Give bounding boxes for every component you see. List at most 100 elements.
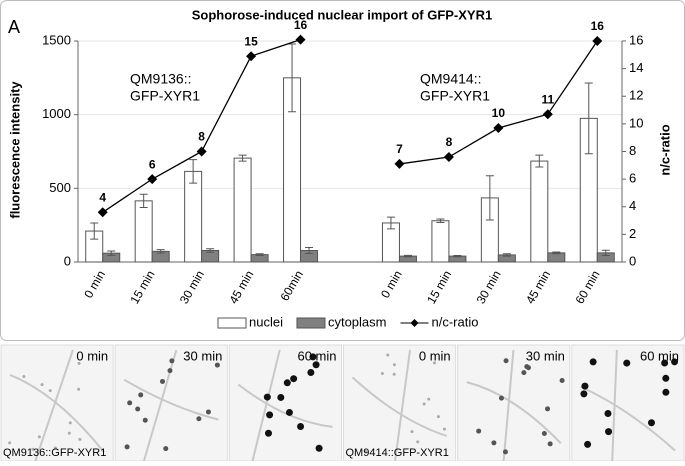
nucleus — [297, 423, 305, 431]
y-tick-label: 500 — [49, 180, 71, 195]
x-tick-label: 15 min — [424, 268, 454, 306]
nucleus — [442, 427, 446, 431]
nucleus — [380, 372, 384, 376]
y2-tick-label: 4 — [629, 198, 636, 213]
strain-label: QM9414::GFP-XYR1 — [346, 447, 449, 459]
y-tick-label: 1500 — [42, 32, 71, 47]
error-bar — [386, 216, 395, 230]
nucleus — [283, 379, 291, 387]
nucleus — [647, 419, 655, 427]
error-bar — [139, 193, 148, 208]
nucleus — [138, 392, 144, 398]
nucleus — [77, 387, 81, 391]
nucleus — [545, 406, 551, 412]
data-label: 15 — [244, 34, 258, 48]
nucleus — [67, 431, 71, 435]
error-bar — [90, 222, 99, 240]
error-bar — [453, 255, 462, 258]
nucleus — [48, 389, 52, 393]
x-tick-label: 60 min — [572, 268, 602, 306]
nucleus — [502, 449, 508, 455]
legend-swatch — [217, 317, 247, 329]
nucleus — [547, 441, 553, 447]
error-bar — [403, 254, 412, 258]
data-label: 7 — [396, 142, 403, 156]
nucleus — [142, 417, 148, 423]
nucleus — [124, 444, 130, 450]
nucleus — [167, 368, 173, 374]
legend-label: nuclei — [249, 314, 283, 329]
x-tick-label: 60min — [277, 268, 305, 303]
nucleus — [315, 444, 323, 452]
legend-swatch — [296, 317, 326, 329]
annotation: QM9136:: — [130, 71, 191, 87]
strain-label: QM9136::GFP-XYR1 — [3, 447, 106, 459]
nucleus — [416, 440, 420, 444]
y-tick-label: 1000 — [42, 106, 71, 121]
x-tick-label: 45 min — [523, 268, 553, 306]
nucleus — [264, 429, 272, 437]
error-bar — [305, 247, 314, 254]
nucleus — [661, 359, 669, 367]
nucleus — [491, 440, 497, 446]
x-tick-label: 45 min — [226, 268, 256, 306]
micrograph — [343, 344, 457, 462]
nucleus — [521, 370, 527, 376]
nucleus — [135, 406, 141, 412]
nucleus — [581, 382, 589, 390]
chart-title: Sophorose-induced nuclear import of GFP-… — [192, 7, 492, 22]
hypha — [580, 349, 676, 462]
error-bar — [552, 251, 561, 255]
nucleus — [68, 421, 72, 425]
nucleus — [127, 400, 133, 406]
bar — [431, 220, 450, 263]
nucleus — [662, 374, 670, 382]
error-bar — [584, 82, 593, 155]
nucleus — [580, 390, 588, 398]
nucleus — [22, 374, 26, 378]
y2-tick-label: 8 — [629, 143, 636, 158]
nucleus — [77, 361, 81, 365]
nucleus — [163, 446, 169, 452]
image-label: 60 min — [297, 348, 336, 363]
nucleus — [78, 437, 82, 441]
y2-tick-label: 16 — [629, 32, 643, 47]
nucleus — [205, 409, 211, 415]
ratio-marker — [196, 146, 207, 157]
data-label: 10 — [492, 106, 506, 120]
hypha — [466, 349, 562, 462]
y2-tick-label: 10 — [629, 115, 643, 130]
nucleus — [8, 441, 12, 445]
nucleus — [312, 361, 320, 369]
nucleus — [40, 383, 44, 387]
ratio-marker — [97, 207, 108, 218]
nucleus — [604, 410, 612, 418]
bar — [530, 160, 549, 263]
y2-tick-label: 0 — [629, 253, 636, 268]
nucleus — [392, 363, 396, 367]
hypha — [9, 349, 105, 462]
nucleus — [307, 368, 315, 376]
data-label: 8 — [446, 135, 453, 149]
nucleus — [364, 449, 368, 453]
x-tick-label: 15 min — [127, 268, 157, 306]
error-bar — [436, 218, 445, 224]
nucleus — [266, 411, 274, 419]
x-tick-label: 30 min — [177, 268, 207, 306]
nucleus — [476, 428, 482, 434]
data-label: 16 — [591, 19, 605, 33]
nucleus — [263, 393, 271, 401]
error-bar — [238, 154, 247, 162]
image-label: 30 min — [526, 348, 565, 363]
legend-label: n/c-ratio — [432, 314, 479, 329]
annotation: QM9414:: — [420, 71, 481, 87]
data-label: 11 — [541, 92, 554, 106]
image-label: 0 min — [76, 348, 108, 363]
error-bar — [156, 249, 165, 254]
nucleus — [436, 415, 440, 419]
image-label: 30 min — [183, 348, 222, 363]
nucleus — [37, 435, 41, 439]
y2-tick-label: 2 — [629, 226, 636, 241]
